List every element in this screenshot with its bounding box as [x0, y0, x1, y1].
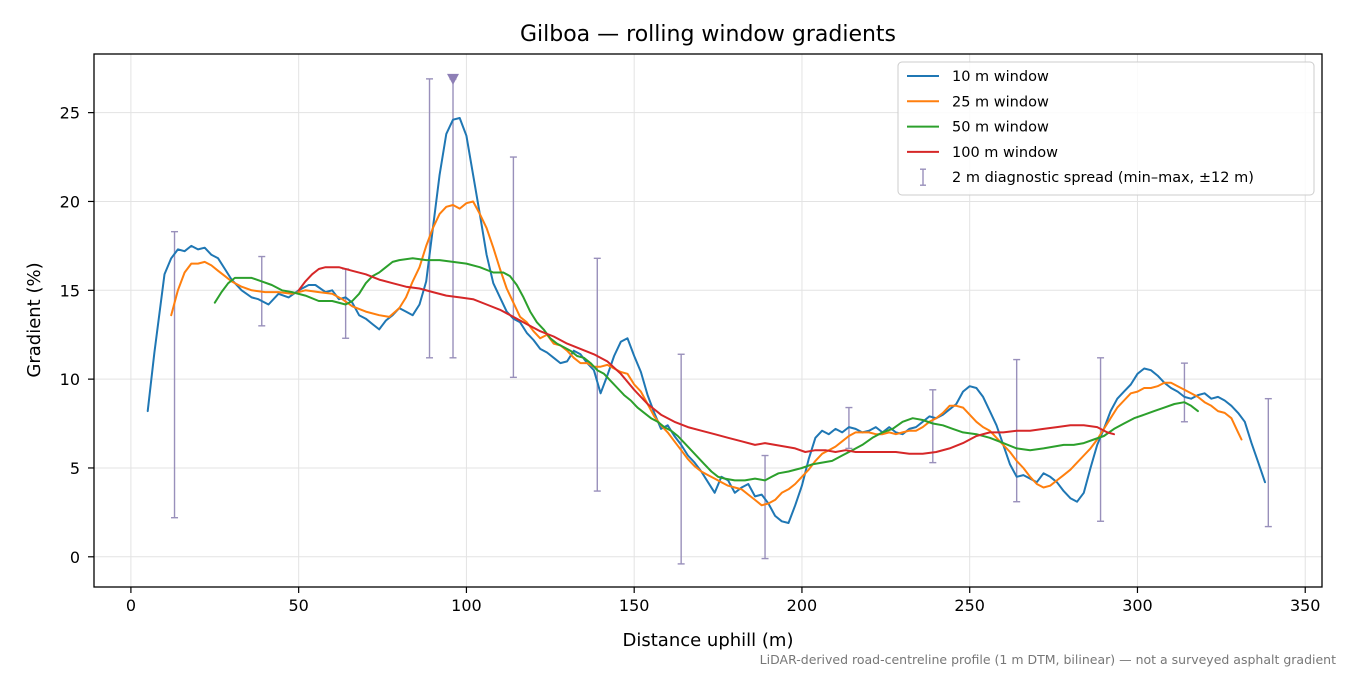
x-tick-label: 350	[1290, 596, 1321, 615]
x-tick-label: 300	[1122, 596, 1153, 615]
legend-entry: 10 m window	[907, 69, 1049, 85]
x-tick-label: 150	[619, 596, 650, 615]
x-tick-label: 200	[787, 596, 818, 615]
y-tick-label: 5	[70, 459, 80, 478]
legend: 10 m window 25 m window 50 m window 100 m w…	[897, 61, 1315, 196]
chart-title: Gilboa — rolling window gradients	[520, 22, 896, 47]
error-bar	[761, 454, 769, 560]
y-tick-label: 15	[60, 281, 80, 300]
error-bar	[1097, 357, 1105, 522]
legend-label: 50 m window	[952, 120, 1049, 136]
legend-entry: 100 m window	[907, 145, 1058, 161]
error-bar	[929, 389, 937, 464]
error-bar	[593, 257, 601, 492]
axis-ticks: 0 50 100 150 200 250 300 350 0 5 10 15 20 25	[60, 104, 1321, 615]
x-tick-label: 100	[451, 596, 482, 615]
series-line-4	[297, 266, 1115, 455]
plot-frame	[93, 53, 1323, 588]
x-tick-label: 0	[126, 596, 136, 615]
legend-label: 10 m window	[952, 69, 1049, 85]
legend-box	[897, 61, 1315, 196]
error-bar	[509, 156, 517, 379]
error-bar	[426, 78, 434, 359]
legend-entry: 25 m window	[907, 94, 1049, 110]
x-tick-label: 250	[954, 596, 985, 615]
legend-label: 100 m window	[952, 145, 1058, 161]
y-axis-label: Gradient (%)	[24, 262, 45, 377]
error-bar	[171, 230, 179, 519]
legend-entry: 2 m diagnostic spread (min–max, ±12 m)	[920, 168, 1254, 186]
x-axis-label: Distance uphill (m)	[623, 630, 794, 651]
y-tick-label: 25	[60, 104, 80, 123]
legend-label: 2 m diagnostic spread (min–max, ±12 m)	[952, 170, 1254, 186]
peak-marker	[447, 73, 460, 85]
legend-entry: 50 m window	[907, 120, 1049, 136]
error-bar	[1180, 362, 1188, 423]
footnote: LiDAR-derived road-centreline profile (1…	[760, 652, 1336, 667]
plot-clip-group	[146, 78, 1272, 565]
y-tick-label: 20	[60, 192, 80, 211]
y-tick-label: 0	[70, 548, 80, 567]
legend-label: 25 m window	[952, 94, 1049, 110]
plot-area	[146, 73, 1272, 565]
series-line-2	[170, 200, 1243, 507]
y-tick-label: 10	[60, 370, 80, 389]
series-line-3	[213, 257, 1199, 482]
error-bar	[1264, 397, 1272, 528]
error-bar	[677, 353, 685, 565]
x-tick-label: 50	[288, 596, 308, 615]
